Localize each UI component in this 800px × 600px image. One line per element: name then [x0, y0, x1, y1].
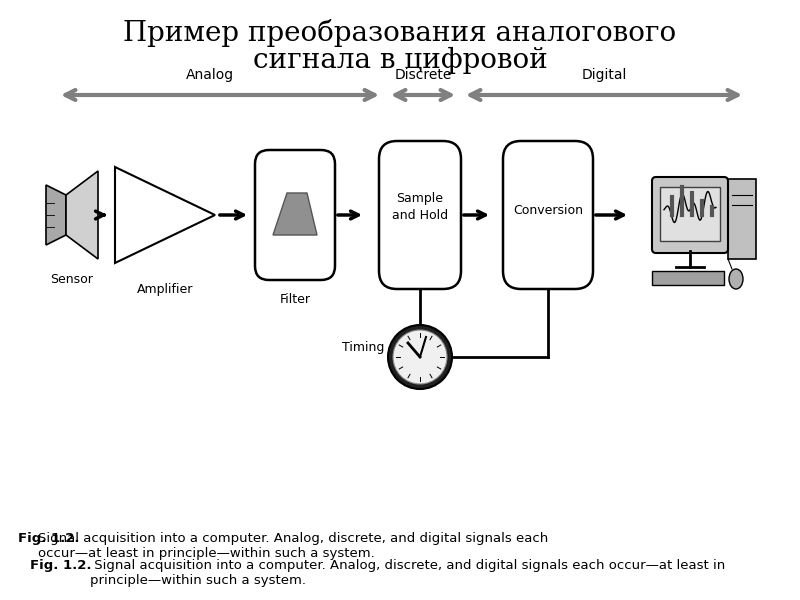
Text: Digital: Digital — [582, 68, 626, 82]
Text: Filter: Filter — [279, 293, 310, 306]
Text: Conversion: Conversion — [513, 205, 583, 217]
Text: сигнала в цифровой: сигнала в цифровой — [253, 46, 547, 74]
Ellipse shape — [729, 269, 743, 289]
Circle shape — [388, 325, 452, 389]
Text: Sample
and Hold: Sample and Hold — [392, 192, 448, 222]
Text: Sensor: Sensor — [50, 273, 94, 286]
Text: Analog: Analog — [186, 68, 234, 82]
Text: Fig. 1.2.: Fig. 1.2. — [18, 532, 79, 545]
Text: Пример преобразования аналогового: Пример преобразования аналогового — [123, 19, 677, 47]
Text: Fig. 1.2.: Fig. 1.2. — [30, 559, 92, 572]
Polygon shape — [66, 171, 98, 259]
Text: Timing: Timing — [342, 340, 384, 353]
Circle shape — [393, 330, 447, 384]
Polygon shape — [46, 185, 66, 245]
Text: Discrete: Discrete — [394, 68, 452, 82]
FancyBboxPatch shape — [503, 141, 593, 289]
FancyBboxPatch shape — [652, 177, 728, 253]
Bar — [728, 179, 756, 259]
Text: Signal acquisition into a computer. Analog, discrete, and digital signals each
o: Signal acquisition into a computer. Anal… — [38, 532, 548, 560]
Bar — [660, 187, 720, 241]
Text: Signal acquisition into a computer. Analog, discrete, and digital signals each o: Signal acquisition into a computer. Anal… — [90, 559, 726, 587]
FancyBboxPatch shape — [255, 150, 335, 280]
Text: Amplifier: Amplifier — [137, 283, 193, 296]
Bar — [652, 271, 724, 285]
Polygon shape — [273, 193, 317, 235]
FancyBboxPatch shape — [379, 141, 461, 289]
Polygon shape — [115, 167, 215, 263]
